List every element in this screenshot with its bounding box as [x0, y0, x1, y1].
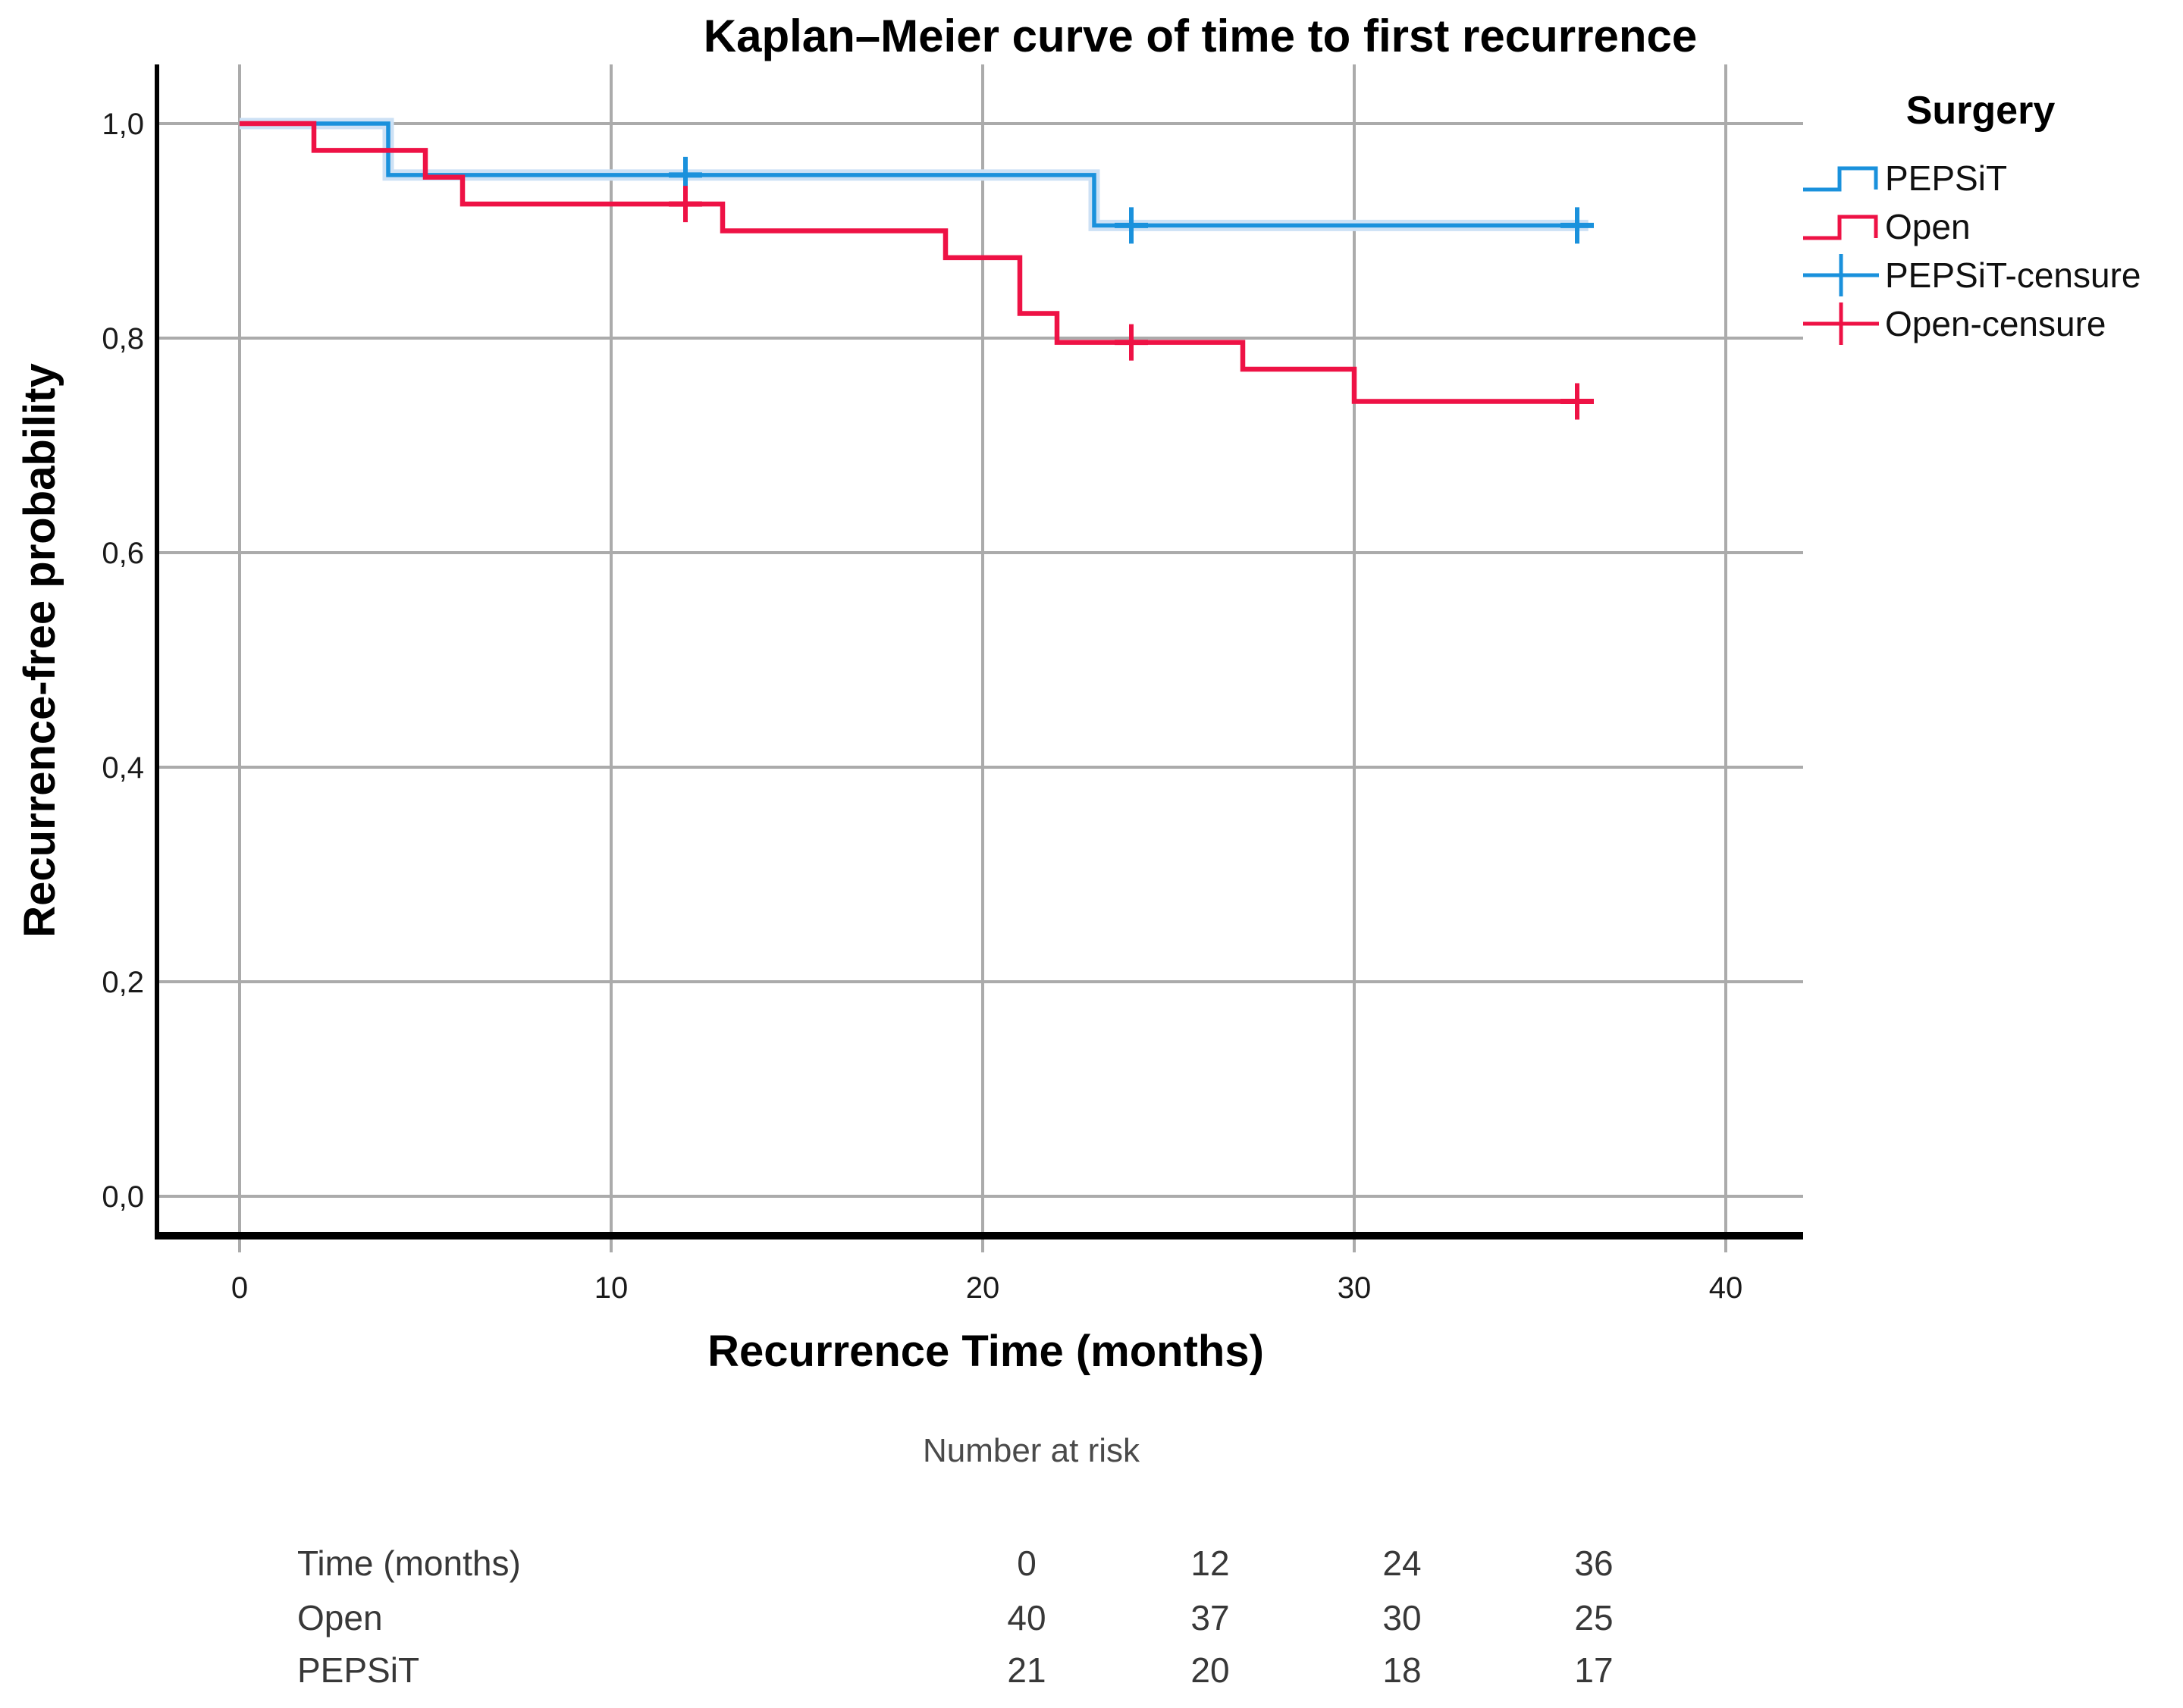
x-tick-labels: 0 10 20 30 40	[231, 1271, 1742, 1305]
legend-label-PEPSiT-censure: PEPSiT-censure	[1885, 255, 2141, 295]
risk-cell-PEPSiT-0: 21	[1007, 1650, 1046, 1690]
risk-cell-PEPSiT-1: 20	[1190, 1650, 1229, 1690]
risk-cell-PEPSiT-3: 17	[1574, 1650, 1613, 1690]
km-curve-PEPSiT	[240, 121, 1589, 228]
legend-step-swatch-PEPSiT	[1803, 166, 1878, 192]
axes	[155, 64, 1803, 1239]
survival-curves	[240, 118, 1589, 404]
risk-cell-Open-0: 40	[1007, 1598, 1046, 1637]
y-tick-label-0,8: 0,8	[102, 322, 144, 356]
y-tick-label-0,0: 0,0	[102, 1180, 144, 1214]
risk-cell-Time (months)-3: 36	[1574, 1543, 1613, 1583]
legend-label-PEPSiT: PEPSiT	[1885, 158, 2007, 198]
chart-title: Kaplan–Meier curve of time to first recu…	[704, 11, 1697, 61]
risk-cell-PEPSiT-2: 18	[1382, 1650, 1421, 1690]
x-axis-label: Recurrence Time (months)	[707, 1327, 1264, 1376]
risk-cell-Open-2: 30	[1382, 1598, 1421, 1637]
risk-row-label-Time (months): Time (months)	[297, 1543, 521, 1583]
x-tick-label-30: 30	[1338, 1271, 1372, 1305]
risk-cell-Time (months)-0: 0	[1017, 1543, 1037, 1583]
x-tick-label-10: 10	[594, 1271, 629, 1305]
risk-row-label-PEPSiT: PEPSiT	[297, 1650, 419, 1690]
risk-row-label-Open: Open	[297, 1598, 383, 1637]
y-tick-labels: 1,0 0,8 0,6 0,4 0,2 0,0	[102, 108, 144, 1214]
y-tick-label-0,2: 0,2	[102, 966, 144, 999]
legend: Surgery PEPSiT Open PEPSiT-censure Open-cen…	[1803, 89, 2141, 345]
legend-label-Open-censure: Open-censure	[1885, 304, 2106, 343]
y-tick-label-0,6: 0,6	[102, 537, 144, 570]
censor-marks	[669, 156, 1594, 420]
y-tick-label-0,4: 0,4	[102, 751, 144, 785]
legend-item-PEPSiT-censure: PEPSiT-censure	[1803, 254, 2141, 296]
risk-cell-Open-1: 37	[1190, 1598, 1229, 1637]
legend-label-Open: Open	[1885, 207, 1971, 246]
gridlines	[157, 64, 1803, 1252]
legend-item-Open: Open	[1803, 207, 1971, 246]
x-tick-label-40: 40	[1709, 1271, 1743, 1305]
legend-item-PEPSiT: PEPSiT	[1803, 158, 2007, 198]
risk-cell-Open-3: 25	[1574, 1598, 1613, 1637]
risk-cell-Time (months)-2: 24	[1382, 1543, 1421, 1583]
legend-item-Open-censure: Open-censure	[1803, 302, 2106, 345]
x-tick-label-20: 20	[966, 1271, 1000, 1305]
x-tick-label-0: 0	[231, 1271, 248, 1305]
number-at-risk-table: Number at risk Time (months) 0 12 24 36 Open 4…	[297, 1432, 1614, 1690]
y-axis-label: Recurrence-free probability	[15, 363, 64, 937]
legend-title: Surgery	[1906, 89, 2056, 133]
km-curve-Open	[240, 121, 1589, 404]
legend-step-swatch-Open	[1803, 215, 1878, 240]
risk-cell-Time (months)-1: 12	[1190, 1543, 1229, 1583]
y-tick-label-1,0: 1,0	[102, 108, 144, 141]
risk-table-header: Number at risk	[923, 1432, 1140, 1469]
